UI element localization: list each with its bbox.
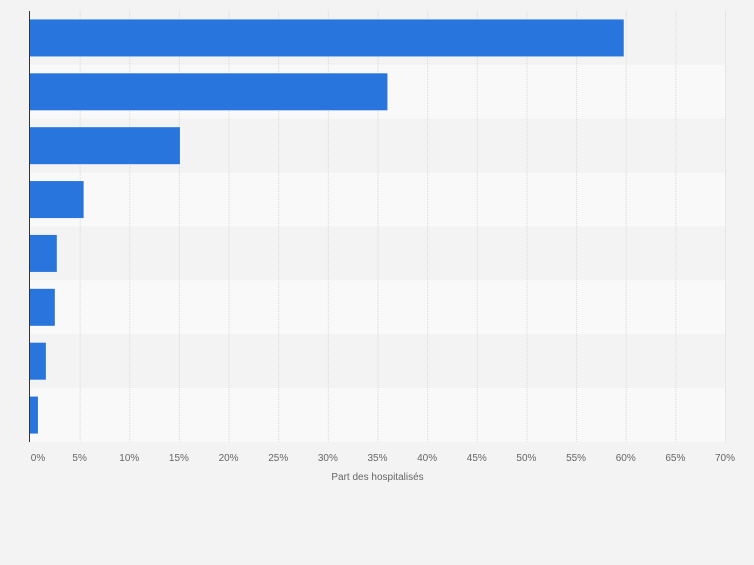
x-tick-label: 45%	[467, 453, 487, 464]
x-tick-label: 10%	[119, 453, 139, 464]
x-tick-label: 35%	[367, 453, 387, 464]
bar	[30, 396, 38, 434]
x-tick-label: 15%	[169, 453, 189, 464]
x-tick-label: 30%	[318, 453, 338, 464]
bar	[30, 234, 57, 272]
x-tick-label: 0%	[31, 453, 46, 464]
x-tick-label: 60%	[616, 453, 636, 464]
x-axis-label: Part des hospitalisés	[331, 472, 423, 483]
x-tick-label: 40%	[417, 453, 437, 464]
bars	[30, 19, 624, 434]
bar	[30, 73, 388, 111]
bar	[30, 342, 46, 380]
bar	[30, 19, 624, 57]
x-tick-label: 25%	[268, 453, 288, 464]
bar	[30, 288, 55, 326]
x-tick-label: 50%	[516, 453, 536, 464]
x-tick-label: 20%	[219, 453, 239, 464]
x-tick-label: 55%	[566, 453, 586, 464]
x-tick-label: 5%	[72, 453, 87, 464]
x-tick-label: 70%	[715, 453, 735, 464]
x-tick-labels: 0% 5% 10% 15% 20% 25% 30% 35% 40% 45% 50% 55% 60% 65%…	[31, 453, 735, 464]
bar	[30, 127, 180, 165]
x-tick-label: 65%	[665, 453, 685, 464]
bar	[30, 181, 84, 219]
